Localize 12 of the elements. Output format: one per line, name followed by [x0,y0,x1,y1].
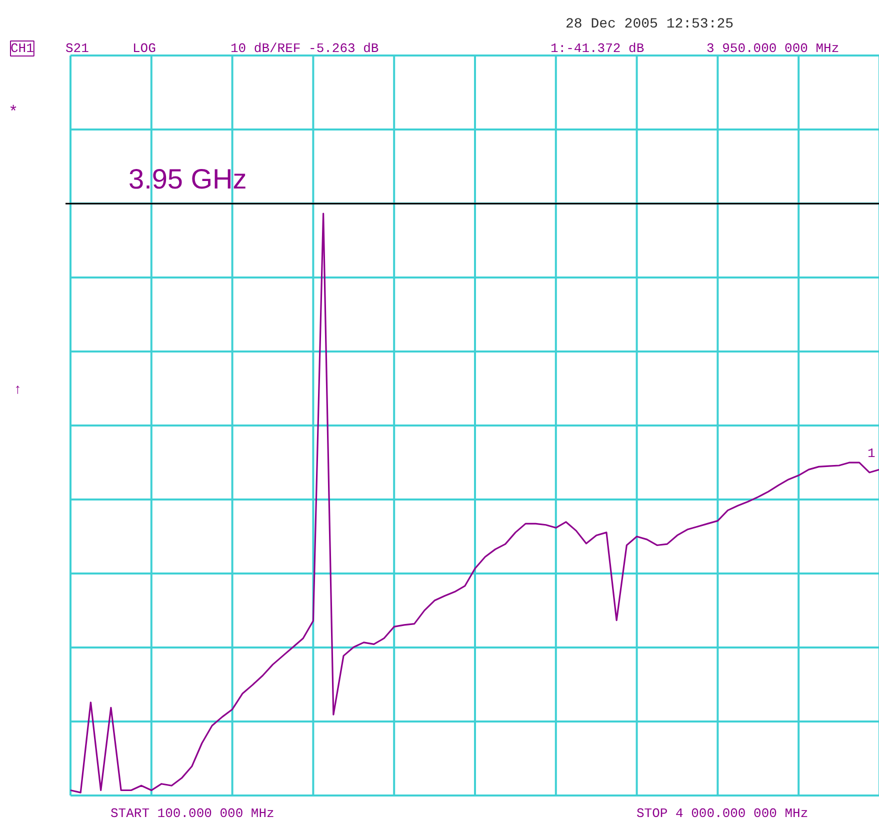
text: STOP 4 000.000 000 MHz [636,806,808,819]
text: 3 950.000 000 MHz [706,41,840,56]
text: START 100.000 000 MHz [110,806,274,819]
text: 28 Dec 2005 12:53:25 [566,16,734,32]
text: LOG [132,41,156,56]
text: CH1 [10,41,34,56]
text: ↑ [14,382,22,398]
text: * [8,104,18,122]
annotation: 1 [868,446,876,461]
text: 1:-41.372 dB [550,41,644,56]
text: 10 dB/REF -5.263 dB [230,41,379,56]
text: S21 [66,41,90,56]
